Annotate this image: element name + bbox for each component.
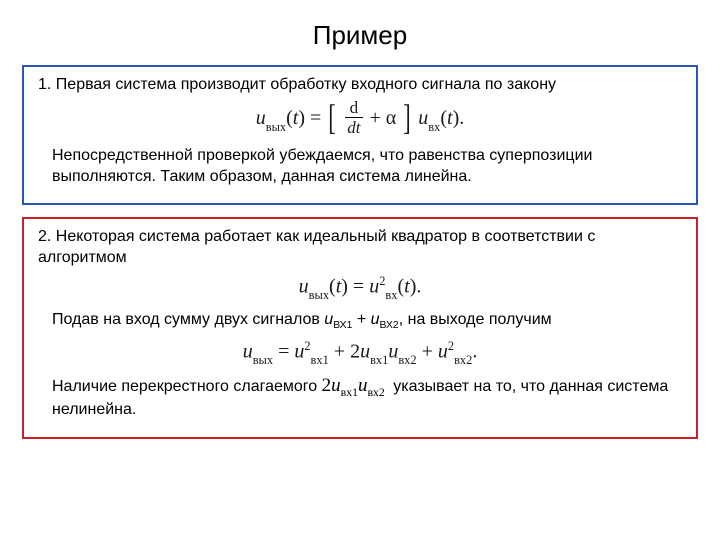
example-box-2: 2. Некоторая система работает как идеаль… (22, 217, 698, 439)
box2-line1: 2. Некоторая система работает как идеаль… (38, 227, 682, 268)
box2-line3: Наличие перекрестного слагаемого 2uвх1uв… (52, 374, 682, 421)
box2-formula-1: uвых(t) = u2вх(t). (38, 274, 682, 302)
box1-line1: 1. Первая система производит обработку в… (38, 75, 682, 95)
page-title: Пример (22, 20, 698, 51)
example-box-1: 1. Первая система производит обработку в… (22, 65, 698, 205)
box1-formula: uвых(t) = [ d dt + α ] uвх(t). (38, 101, 682, 138)
box1-line2: Непосредственной проверкой убеждаемся, ч… (52, 146, 682, 187)
box2-line2: Подав на вход сумму двух сигналов uВХ1 +… (52, 310, 682, 333)
box2-formula-2: uвых = u2вх1 + 2uвх1uвх2 + u2вх2. (38, 339, 682, 367)
